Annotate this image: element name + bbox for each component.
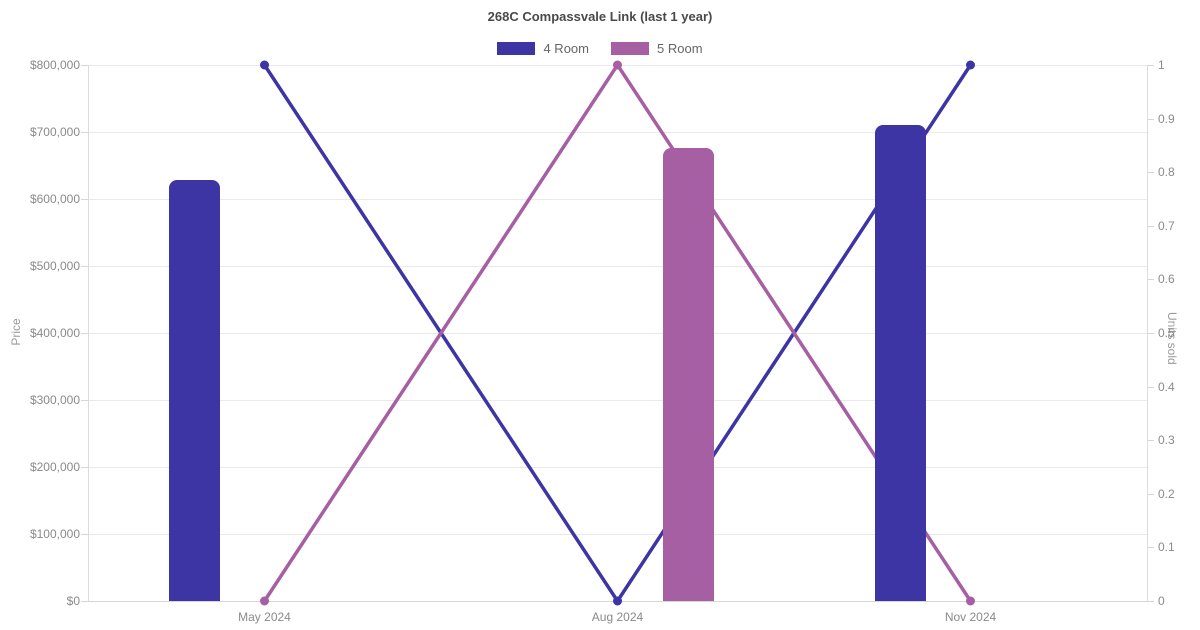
gridline (88, 400, 1147, 401)
left-axis-tick-label: $100,000 (29, 527, 80, 541)
gridline (88, 132, 1147, 133)
right-tick-mark (1147, 493, 1154, 495)
right-tick-mark (1147, 440, 1154, 442)
right-axis-line (1147, 65, 1148, 601)
right-axis-tick-label: 1 (1158, 58, 1165, 72)
line-point-5-room (260, 596, 269, 606)
legend-label-5-room: 5 Room (657, 41, 703, 56)
right-axis-tick-label: 0.8 (1158, 165, 1175, 180)
right-tick-mark (1147, 225, 1154, 227)
line-5-room (262, 63, 973, 603)
legend-item-5-room[interactable]: 5 Room (611, 41, 703, 56)
right-axis-tick-label: 0.6 (1158, 272, 1175, 287)
left-axis-line (88, 65, 89, 601)
line-point-4-room (613, 596, 622, 606)
legend-swatch-4-room (497, 42, 536, 55)
left-axis-tick-label: $700,000 (29, 125, 80, 139)
legend-label-4-room: 4 Room (543, 41, 589, 56)
left-tick-mark (81, 266, 88, 267)
right-axis-tick-label: 0 (1158, 594, 1165, 608)
legend-item-4-room[interactable]: 4 Room (497, 41, 589, 56)
right-tick-mark (1147, 601, 1154, 602)
gridline (88, 266, 1147, 267)
x-axis-category-label: Nov 2024 (944, 610, 997, 624)
left-tick-mark (81, 400, 88, 401)
left-axis-tick-label: $0 (66, 594, 80, 608)
right-axis-tick-label: 0.3 (1158, 433, 1175, 448)
left-axis-tick-label: $300,000 (29, 393, 80, 407)
right-tick-mark (1147, 65, 1154, 66)
right-tick-mark (1147, 172, 1154, 174)
left-axis-tick-label: $400,000 (29, 326, 80, 340)
units-sold-line-layer (260, 60, 975, 606)
right-axis-tick-label: 0.7 (1158, 218, 1175, 233)
line-point-5-room (966, 596, 975, 606)
right-tick-mark (1147, 386, 1154, 388)
gridline (88, 534, 1147, 535)
x-axis-category-label: Aug 2024 (591, 610, 644, 624)
line-point-5-room (613, 60, 622, 70)
left-tick-mark (81, 467, 88, 468)
left-tick-mark (81, 65, 88, 66)
right-axis-tick-label: 0.9 (1158, 111, 1175, 126)
legend-swatch-5-room (611, 42, 649, 55)
right-tick-mark (1147, 118, 1154, 120)
chart-legend: 4 Room 5 Room (0, 41, 1200, 56)
left-tick-mark (81, 132, 88, 133)
left-axis-tick-label: $600,000 (29, 192, 80, 206)
gridline (88, 199, 1147, 200)
left-axis-tick-label: $200,000 (29, 460, 80, 474)
right-axis-tick-label: 0.5 (1158, 326, 1175, 340)
gridline (88, 333, 1147, 334)
line-point-4-room (260, 60, 269, 70)
left-tick-mark (81, 534, 88, 535)
bar-5-room (662, 148, 714, 601)
right-tick-mark (1147, 547, 1154, 549)
left-axis-tick-label: $800,000 (29, 58, 80, 72)
bar-4-room (168, 180, 220, 601)
gridline (88, 467, 1147, 468)
line-point-4-room (966, 60, 975, 70)
bar-4-room (874, 125, 926, 601)
chart-title: 268C Compassvale Link (last 1 year) (487, 9, 713, 24)
left-tick-mark (81, 601, 88, 602)
right-axis-tick-label: 0.2 (1158, 486, 1175, 501)
left-tick-mark (81, 333, 88, 334)
line-4-room (262, 63, 973, 603)
left-axis-tick-label: $500,000 (29, 259, 80, 273)
right-axis-tick-label: 0.4 (1158, 379, 1175, 394)
x-axis-category-label: May 2024 (238, 610, 291, 624)
right-tick-mark (1147, 333, 1154, 334)
left-tick-mark (81, 199, 88, 200)
right-axis-tick-label: 0.1 (1158, 540, 1175, 555)
right-tick-mark (1147, 279, 1154, 281)
